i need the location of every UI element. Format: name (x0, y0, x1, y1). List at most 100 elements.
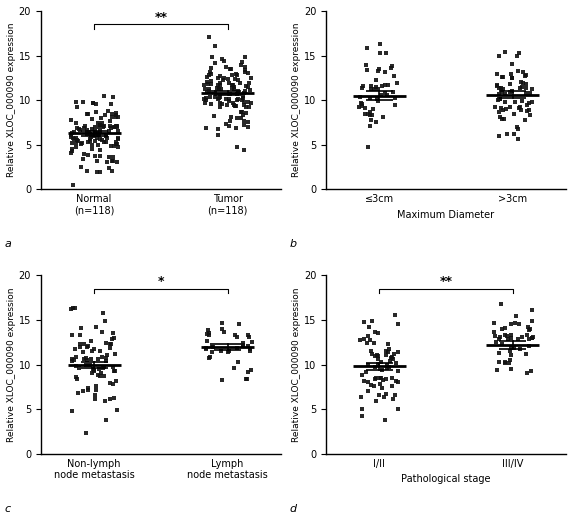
Point (229, 83, 238, 91)
Point (234, 319, 244, 328)
Point (230, 101, 239, 110)
Point (245, 78, 254, 87)
Point (91, 391, 100, 399)
Point (371, 75, 380, 84)
Point (219, 76, 228, 84)
Point (109, 93, 118, 101)
Point (391, 377, 401, 385)
Point (107, 340, 116, 348)
Point (83, 129, 92, 138)
Point (501, 330, 510, 339)
Point (91, 127, 100, 135)
Point (496, 333, 505, 341)
Point (111, 113, 120, 121)
Point (77, 139, 86, 148)
Point (206, 70, 215, 78)
Point (105, 117, 114, 125)
Point (231, 123, 241, 132)
Point (516, 345, 525, 353)
Point (217, 99, 226, 108)
Point (498, 85, 507, 93)
Point (202, 329, 211, 338)
Point (69, 128, 79, 136)
Point (230, 364, 239, 373)
Point (68, 147, 77, 155)
Point (241, 82, 250, 90)
Point (230, 101, 240, 110)
Point (206, 88, 215, 97)
Point (108, 153, 117, 161)
Point (77, 139, 87, 148)
Point (497, 84, 506, 92)
Point (524, 326, 533, 335)
Point (71, 98, 80, 106)
Point (106, 141, 115, 150)
Point (358, 84, 367, 92)
Point (68, 354, 77, 363)
Point (76, 342, 85, 351)
Point (495, 349, 504, 357)
Point (91, 152, 100, 160)
Point (244, 117, 253, 126)
Point (513, 135, 522, 143)
Point (109, 367, 119, 375)
Point (102, 357, 111, 365)
Point (232, 343, 241, 352)
Point (206, 64, 215, 73)
Point (501, 359, 510, 367)
Point (393, 78, 402, 87)
Point (491, 338, 500, 346)
Text: d: d (290, 504, 297, 514)
Point (223, 75, 233, 84)
Point (228, 84, 237, 92)
Point (113, 143, 122, 151)
Point (69, 304, 78, 312)
Point (97, 369, 106, 377)
Point (217, 319, 226, 327)
Point (241, 374, 250, 383)
Point (85, 137, 94, 146)
Point (86, 135, 95, 144)
Point (493, 82, 502, 90)
Point (500, 358, 509, 366)
Point (527, 306, 536, 314)
Point (242, 109, 251, 117)
Point (213, 84, 222, 92)
Point (355, 93, 364, 101)
Point (109, 334, 118, 342)
Point (101, 317, 110, 325)
Point (527, 98, 536, 106)
Point (201, 345, 210, 353)
Point (67, 133, 76, 141)
Point (499, 106, 508, 114)
Point (218, 376, 227, 384)
Point (215, 103, 225, 112)
Point (230, 75, 240, 83)
Point (497, 88, 507, 96)
Point (501, 105, 511, 113)
Point (202, 337, 211, 346)
Point (394, 319, 403, 328)
Point (205, 331, 214, 339)
Point (79, 155, 88, 163)
Point (528, 85, 537, 93)
Point (95, 123, 104, 131)
Point (232, 143, 241, 151)
Y-axis label: Relative XLOC_000090 expression: Relative XLOC_000090 expression (7, 23, 16, 177)
Point (382, 49, 391, 57)
Point (215, 85, 224, 93)
Point (101, 338, 111, 347)
Point (373, 351, 382, 359)
Point (219, 57, 229, 65)
Point (525, 89, 535, 97)
Point (113, 127, 123, 136)
Point (86, 355, 95, 363)
Point (496, 95, 505, 103)
Point (513, 66, 523, 75)
Point (366, 347, 375, 355)
Point (97, 114, 106, 122)
Point (243, 331, 252, 340)
Point (241, 68, 250, 76)
Point (509, 110, 519, 118)
Point (203, 326, 212, 334)
